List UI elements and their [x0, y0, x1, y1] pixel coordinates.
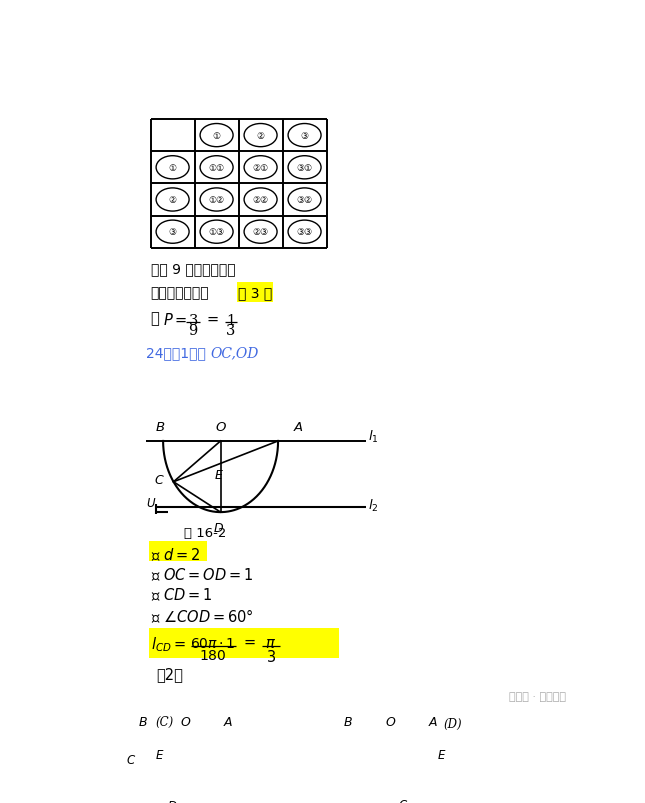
- Text: ③: ③: [301, 132, 308, 141]
- Text: $l_1$: $l_1$: [368, 428, 379, 445]
- Text: $3$: $3$: [266, 648, 275, 664]
- Text: ③②: ③②: [297, 196, 313, 205]
- Text: $E$: $E$: [213, 469, 223, 482]
- Text: $B$: $B$: [155, 420, 166, 434]
- Text: ②: ②: [168, 196, 177, 205]
- Text: $P=$: $P=$: [163, 312, 188, 328]
- Text: 公众号 · 邯郸之家: 公众号 · 邯郸之家: [502, 691, 566, 701]
- Text: $60\pi\cdot1$: $60\pi\cdot1$: [190, 636, 236, 650]
- Text: ①①: ①①: [208, 164, 224, 173]
- Text: $C$: $C$: [126, 752, 136, 766]
- Text: $A$: $A$: [428, 715, 438, 728]
- Text: $O$: $O$: [385, 715, 396, 728]
- Text: $A$: $A$: [293, 420, 304, 434]
- Text: $C$: $C$: [399, 798, 408, 803]
- Text: ③③: ③③: [297, 228, 313, 237]
- Text: ∴: ∴: [151, 312, 159, 325]
- Text: $\pi$: $\pi$: [265, 636, 276, 650]
- FancyBboxPatch shape: [237, 283, 273, 302]
- Text: ①③: ①③: [208, 228, 224, 237]
- Text: $E$: $E$: [155, 748, 164, 761]
- Text: $B$: $B$: [343, 715, 353, 728]
- Text: 3: 3: [226, 324, 235, 337]
- Text: 两人选同一项目: 两人选同一项目: [151, 286, 209, 300]
- Text: $=$: $=$: [241, 634, 256, 648]
- Text: 有 3 种: 有 3 种: [238, 286, 272, 300]
- Text: ∴ $OC=OD=1$: ∴ $OC=OD=1$: [151, 565, 253, 582]
- Text: $D$: $D$: [213, 522, 224, 535]
- Text: OC,OD: OC,OD: [210, 345, 259, 360]
- Text: $180$: $180$: [199, 648, 227, 662]
- Text: $E$: $E$: [437, 748, 446, 760]
- Text: 24．（1）连: 24．（1）连: [146, 345, 206, 360]
- Text: 共有 9 种等可能结果: 共有 9 种等可能结果: [151, 262, 235, 276]
- Text: $=$: $=$: [204, 312, 219, 325]
- Text: $B$: $B$: [138, 715, 148, 728]
- Text: ②③: ②③: [252, 228, 269, 237]
- Text: (D): (D): [443, 717, 462, 730]
- Text: ③: ③: [168, 228, 177, 237]
- Text: $O$: $O$: [180, 715, 192, 728]
- FancyBboxPatch shape: [149, 541, 206, 561]
- Text: ∴ $\angle COD=60°$: ∴ $\angle COD=60°$: [151, 606, 253, 624]
- Text: ③①: ③①: [297, 164, 313, 173]
- Text: ②①: ②①: [252, 164, 269, 173]
- Text: 1: 1: [226, 313, 235, 328]
- Text: ∵ $CD=1$: ∵ $CD=1$: [151, 586, 212, 603]
- Text: 9: 9: [188, 324, 198, 337]
- Text: （2）: （2）: [157, 666, 183, 682]
- Text: ∵ $d=2$: ∵ $d=2$: [151, 545, 200, 562]
- Text: $D$: $D$: [166, 799, 177, 803]
- Text: 图 16-2: 图 16-2: [184, 527, 227, 540]
- Text: $C$: $C$: [154, 474, 164, 487]
- Text: $O$: $O$: [215, 420, 226, 434]
- Text: ①②: ①②: [208, 196, 224, 205]
- Text: $l_{CD}=$: $l_{CD}=$: [151, 634, 186, 653]
- Text: ②②: ②②: [252, 196, 269, 205]
- Text: (C): (C): [155, 715, 174, 728]
- Text: ①: ①: [213, 132, 221, 141]
- Text: ②: ②: [257, 132, 264, 141]
- Text: $l_2$: $l_2$: [368, 498, 379, 514]
- FancyBboxPatch shape: [149, 628, 339, 658]
- Text: $U$: $U$: [146, 497, 156, 510]
- Text: 3: 3: [188, 313, 198, 328]
- Text: $A$: $A$: [223, 715, 233, 728]
- Text: ①: ①: [168, 164, 177, 173]
